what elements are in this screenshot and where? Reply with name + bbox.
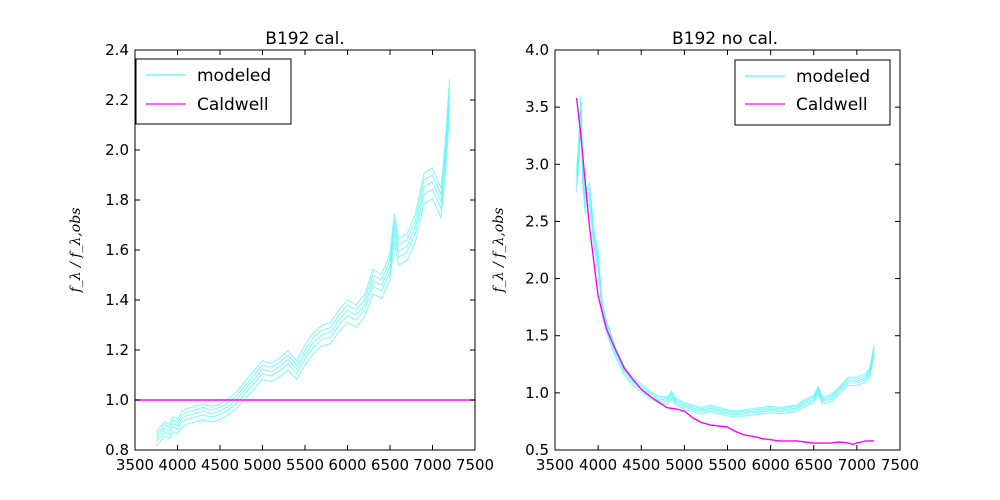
y-tick-label: 1.0 [105,391,129,409]
y-tick-label: 2.5 [525,212,549,230]
chart-title: B192 cal. [265,29,344,49]
legend-box [734,59,891,126]
y-tick-label: 1.6 [105,241,129,259]
y-tick-label: 2.0 [525,270,549,288]
x-tick-label: 6000 [328,456,366,474]
legend-label-caldwell: Caldwell [796,95,868,115]
x-tick-label: 6500 [795,456,833,474]
legend-label-caldwell: Caldwell [197,95,269,115]
series-line-modeled [155,115,451,447]
series-line-modeled [576,95,875,412]
series-line-modeled [155,79,451,433]
series-layer [575,95,875,446]
y-axis-label: f_λ / f_λ,obs [491,208,507,294]
x-tick-label: 5500 [708,456,746,474]
y-tick-label: 4.0 [525,41,549,59]
legend: modeled Caldwell [135,58,292,125]
series-layer [135,79,475,447]
series-line-modeled [576,107,875,415]
y-tick-label: 2.0 [105,141,129,159]
series-line-modeled [576,121,875,418]
y-tick-label: 1.4 [105,291,129,309]
panel-b192-cal: B192 cal. f_λ / f_λ,obs 3500 4000 4500 5000… [68,29,494,474]
y-tick-label: 0.8 [105,441,129,459]
series-line-modeled [155,87,451,436]
x-tick-label: 4000 [158,456,196,474]
y-tick-label: 2.4 [105,41,129,59]
x-tick-label: 7000 [838,456,876,474]
x-tick-label: 5500 [286,456,324,474]
y-tick-label: 2.2 [105,91,129,109]
ticks-layer: 3500 4000 4500 5000 5500 6000 6500 7000 7500 0.5 1… [525,41,919,474]
x-tick-label: 7500 [881,456,919,474]
x-tick-label: 4500 [622,456,660,474]
chart-title: B192 no cal. [672,29,778,49]
x-tick-label: 4000 [579,456,617,474]
y-tick-label: 1.2 [105,341,129,359]
y-axis-label: f_λ / f_λ,obs [68,208,84,294]
series-line-caldwell [575,97,875,446]
x-tick-label: 5000 [665,456,703,474]
x-tick-label: 3500 [116,456,154,474]
y-tick-label: 1.8 [105,191,129,209]
panel-b192-no-cal: B192 no cal. f_λ / f_λ,obs 3500 4000 4500 5… [491,29,919,474]
x-tick-label: 7500 [456,456,494,474]
x-tick-label: 5000 [243,456,281,474]
ticks-layer: 3500 4000 4500 5000 5500 6000 6500 7000 7500 0.8 1… [105,41,494,474]
y-tick-label: 0.5 [525,441,549,459]
x-tick-label: 6500 [371,456,409,474]
y-tick-label: 1.5 [525,327,549,345]
series-line-modeled [155,95,451,439]
legend: modeled Caldwell [734,59,891,126]
x-tick-label: 3500 [536,456,574,474]
legend-label-modeled: modeled [796,67,870,87]
x-tick-label: 6000 [752,456,790,474]
x-tick-label: 4500 [201,456,239,474]
y-tick-label: 1.0 [525,384,549,402]
x-tick-label: 7000 [413,456,451,474]
y-tick-label: 3.5 [525,98,549,116]
legend-box [135,58,292,125]
series-line-modeled [155,104,451,442]
legend-label-modeled: modeled [197,66,271,86]
y-tick-label: 3.0 [525,155,549,173]
